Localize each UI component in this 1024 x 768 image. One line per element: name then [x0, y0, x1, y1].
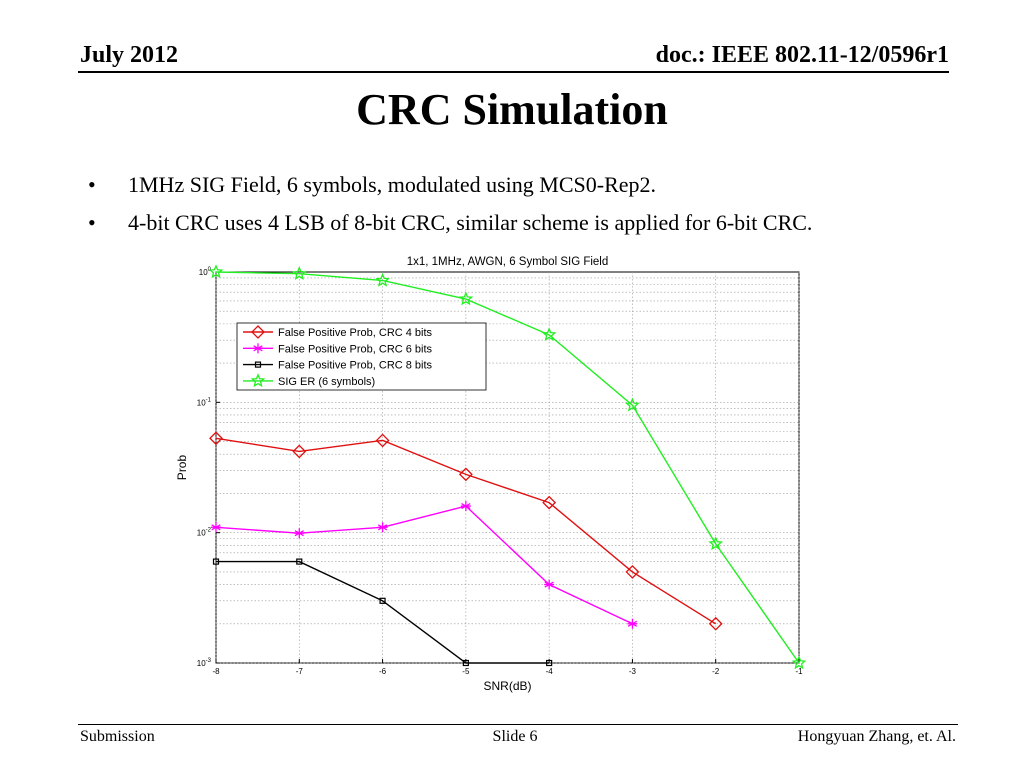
marker-asterisk [377, 522, 388, 533]
legend-entry: False Positive Prob, CRC 8 bits [243, 360, 433, 372]
marker-star [208, 264, 224, 279]
legend-label: False Positive Prob, CRC 4 bits [278, 327, 433, 339]
legend-label: False Positive Prob, CRC 6 bits [278, 343, 433, 355]
marker-square [212, 558, 220, 565]
legend-box [236, 322, 487, 391]
series-line [215, 505, 633, 625]
bullet-icon: • [88, 210, 96, 235]
bullet-list: • 1MHz SIG Field, 6 symbols, modulated u… [88, 170, 812, 246]
marker-star [458, 291, 474, 306]
legend-label: False Positive Prob, CRC 8 bits [278, 360, 433, 372]
marker-asterisk [544, 579, 555, 590]
plot-area [215, 271, 800, 664]
marker-asterisk [460, 501, 471, 512]
legend: False Positive Prob, CRC 4 bits False Pos… [236, 322, 487, 391]
marker-asterisk [253, 343, 263, 354]
marker-star [625, 397, 640, 412]
legend-entry: False Positive Prob, CRC 6 bits [243, 343, 433, 355]
marker-square [379, 597, 386, 604]
marker-diamond [458, 467, 473, 482]
marker-diamond [375, 433, 390, 448]
series-1 [209, 431, 723, 631]
footer-slide-number: Slide 6 [492, 728, 538, 745]
marker-star [375, 272, 390, 287]
marker-asterisk [627, 618, 638, 629]
x-tick-label: -7 [296, 667, 304, 676]
marker-square [254, 361, 262, 368]
x-tick-label: -5 [462, 667, 470, 676]
grid-lines [215, 272, 800, 664]
series-4 [208, 264, 807, 670]
x-tick-label: -4 [546, 667, 554, 676]
header-date: July 2012 [80, 42, 179, 68]
series-2 [211, 501, 638, 629]
footer-rule [78, 724, 958, 725]
marker-asterisk [211, 522, 221, 533]
marker-square [462, 659, 469, 667]
marker-diamond [625, 564, 640, 579]
marker-star [791, 655, 807, 670]
marker-asterisk [294, 528, 305, 539]
header-doc-id: doc.: IEEE 802.11-12/0596r1 [655, 42, 949, 68]
marker-star [250, 373, 266, 388]
legend-label: SIG ER (6 symbols) [278, 376, 375, 388]
y-tick-label: 10-1 [197, 397, 212, 407]
bullet-icon: • [88, 172, 96, 197]
series-line [216, 560, 550, 664]
marker-star [541, 327, 557, 341]
marker-diamond [708, 616, 723, 631]
footer-author: Hongyuan Zhang, et. Al. [797, 728, 956, 745]
y-tick-label: 10-3 [197, 658, 212, 668]
y-axis-label: Prob [175, 455, 189, 481]
chart-title: 1x1, 1MHz, AWGN, 6 Symbol SIG Field [407, 256, 609, 268]
bullet-item: • 1MHz SIG Field, 6 symbols, modulated u… [88, 170, 812, 208]
x-tick-label: -1 [795, 667, 803, 676]
bullet-item: • 4-bit CRC uses 4 LSB of 8-bit CRC, sim… [88, 208, 812, 246]
footer-submission: Submission [80, 728, 155, 745]
x-tick-label: -3 [629, 667, 637, 676]
marker-star [292, 266, 307, 280]
marker-diamond [292, 444, 307, 459]
marker-star [708, 536, 724, 551]
marker-square [296, 558, 303, 565]
bullet-text: 4-bit CRC uses 4 LSB of 8-bit CRC, simil… [128, 210, 813, 235]
header-rule [78, 71, 949, 73]
series-line [215, 271, 800, 664]
x-tick-label: -8 [212, 667, 220, 676]
marker-diamond [542, 495, 557, 510]
bullet-text: 1MHz SIG Field, 6 symbols, modulated usi… [128, 172, 657, 197]
marker-diamond [251, 325, 265, 339]
marker-diamond [209, 431, 223, 446]
series-3 [212, 558, 553, 667]
marker-square [546, 659, 553, 667]
y-tick-label: 10-2 [197, 528, 212, 538]
series-line [215, 437, 717, 625]
x-axis-label: SNR(dB) [483, 679, 531, 693]
legend-entry: False Positive Prob, CRC 4 bits [243, 325, 433, 339]
x-tick-label: -2 [712, 667, 720, 676]
x-tick-label: -6 [379, 667, 387, 676]
legend-entry: SIG ER (6 symbols) [243, 373, 375, 388]
slide-title: CRC Simulation [356, 85, 668, 134]
